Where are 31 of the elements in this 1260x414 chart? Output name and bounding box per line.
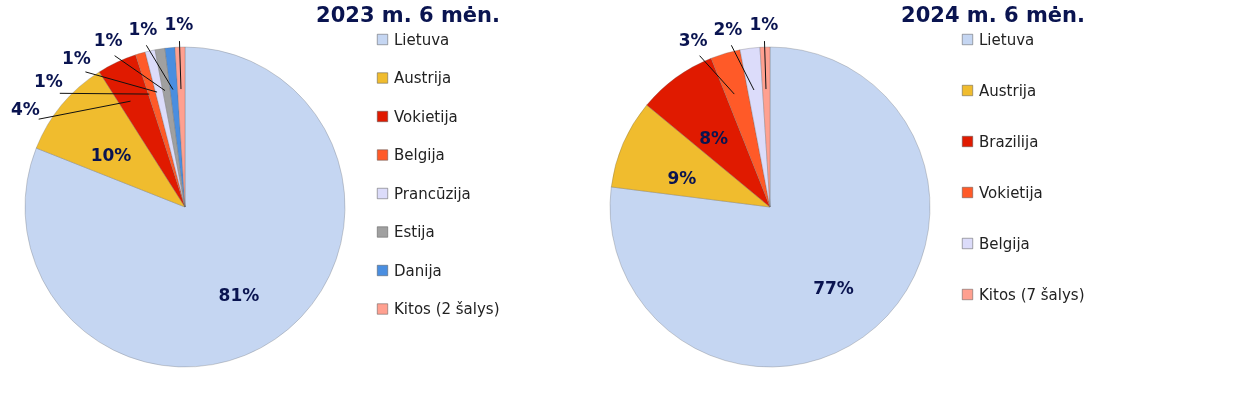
legend-label: Lietuva: [979, 30, 1035, 49]
legend-label: Vokietija: [394, 107, 458, 126]
chart-title: 2023 m. 6 mėn.: [316, 3, 500, 28]
data-label: 77%: [813, 278, 854, 299]
data-label: 81%: [218, 285, 260, 306]
legend-label: Austrija: [394, 69, 452, 87]
data-label: 8%: [699, 128, 729, 149]
data-label: 1%: [128, 18, 158, 39]
legend-label: Kitos (7 šalys): [979, 285, 1085, 304]
legend-label: Vokietija: [979, 183, 1043, 202]
legend-label: Estija: [394, 223, 435, 241]
data-label: 3%: [678, 30, 708, 51]
pie-slice: [609, 46, 930, 368]
data-label: 9%: [667, 167, 697, 188]
legend-label: Brazilija: [979, 132, 1039, 151]
data-label: 1%: [749, 14, 779, 35]
data-label: 10%: [90, 144, 132, 165]
data-label: 4%: [10, 99, 40, 120]
chart-title: 2024 m. 6 mėn.: [901, 3, 1085, 28]
data-label: 1%: [164, 14, 194, 35]
data-label: 1%: [61, 47, 91, 68]
data-label: 1%: [33, 71, 63, 92]
legend-label: Prancūzija: [394, 184, 471, 203]
legend-label: Austrija: [979, 81, 1037, 100]
legend-label: Belgija: [979, 234, 1030, 253]
legend-label: Kitos (2 šalys): [394, 300, 500, 318]
legend-label: Belgija: [394, 146, 445, 164]
data-label: 2%: [713, 18, 743, 39]
data-label: 1%: [93, 30, 123, 51]
legend-label: Danija: [394, 261, 442, 280]
legend-label: Lietuva: [394, 30, 450, 49]
